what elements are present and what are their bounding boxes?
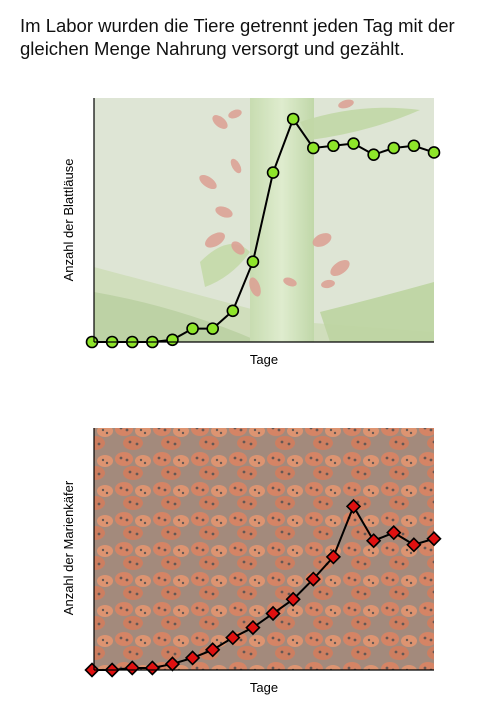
ladybug-data-point-13 [325,549,342,565]
ladybug-data-point-6 [184,650,201,666]
aphid-data-point-8 [226,304,240,318]
ladybug-data-point-10 [265,605,281,622]
ladybug-data-point-16 [386,525,402,541]
aphid-data-point-6 [186,322,199,335]
aphid-y-axis-label: Anzahl der Blattläuse [61,159,76,282]
aphid-data-point-14 [347,137,360,150]
ladybug-data-point-1 [84,662,100,678]
ladybug-data-point-15 [366,533,382,549]
intro-text: Im Labor wurden die Tiere getrennt jeden… [20,15,455,59]
ladybug-data-point-7 [205,642,221,658]
ladybug-x-axis-label: Tage [250,680,278,695]
ladybug-y-axis-label: Anzahl der Marienkäfer [61,480,76,615]
aphid-data-point-11 [286,112,300,126]
ladybug-data-point-14 [345,498,362,515]
aphid-data-point-17 [407,139,421,153]
aphid-data-point-13 [327,139,340,153]
aphid-data-point-18 [427,146,441,159]
aphid-data-point-16 [387,141,401,155]
ladybug-data-point-9 [245,619,261,636]
ladybug-data-point-12 [305,571,321,587]
aphid-data-point-10 [266,166,280,179]
ladybug-photo-background [94,428,434,670]
aphid-data-point-9 [246,255,260,269]
aphid-chart-svg: Tage Anzahl der Blattläuse [61,98,441,367]
aphid-data-point-7 [206,322,220,335]
ladybug-data-point-11 [285,591,301,607]
ladybug-chart: Tage Anzahl der Marienkäfer [0,420,489,715]
aphid-chart: Tage Anzahl der Blattläuse [0,92,489,387]
aphid-data-point-12 [306,141,320,155]
ladybug-data-point-18 [426,531,442,547]
aphid-x-axis-label: Tage [250,352,278,367]
ladybug-data-point-8 [225,630,241,646]
ladybug-data-point-4 [144,660,160,676]
ladybug-chart-svg: Tage Anzahl der Marienkäfer [61,428,442,695]
ladybug-data-point-17 [406,537,422,553]
aphid-data-point-15 [367,148,380,161]
aphid-photo-background [94,98,434,342]
ladybug-data-point-3 [124,660,140,676]
ladybug-plot-area [84,498,442,678]
aphid-data-point-5 [166,333,179,347]
